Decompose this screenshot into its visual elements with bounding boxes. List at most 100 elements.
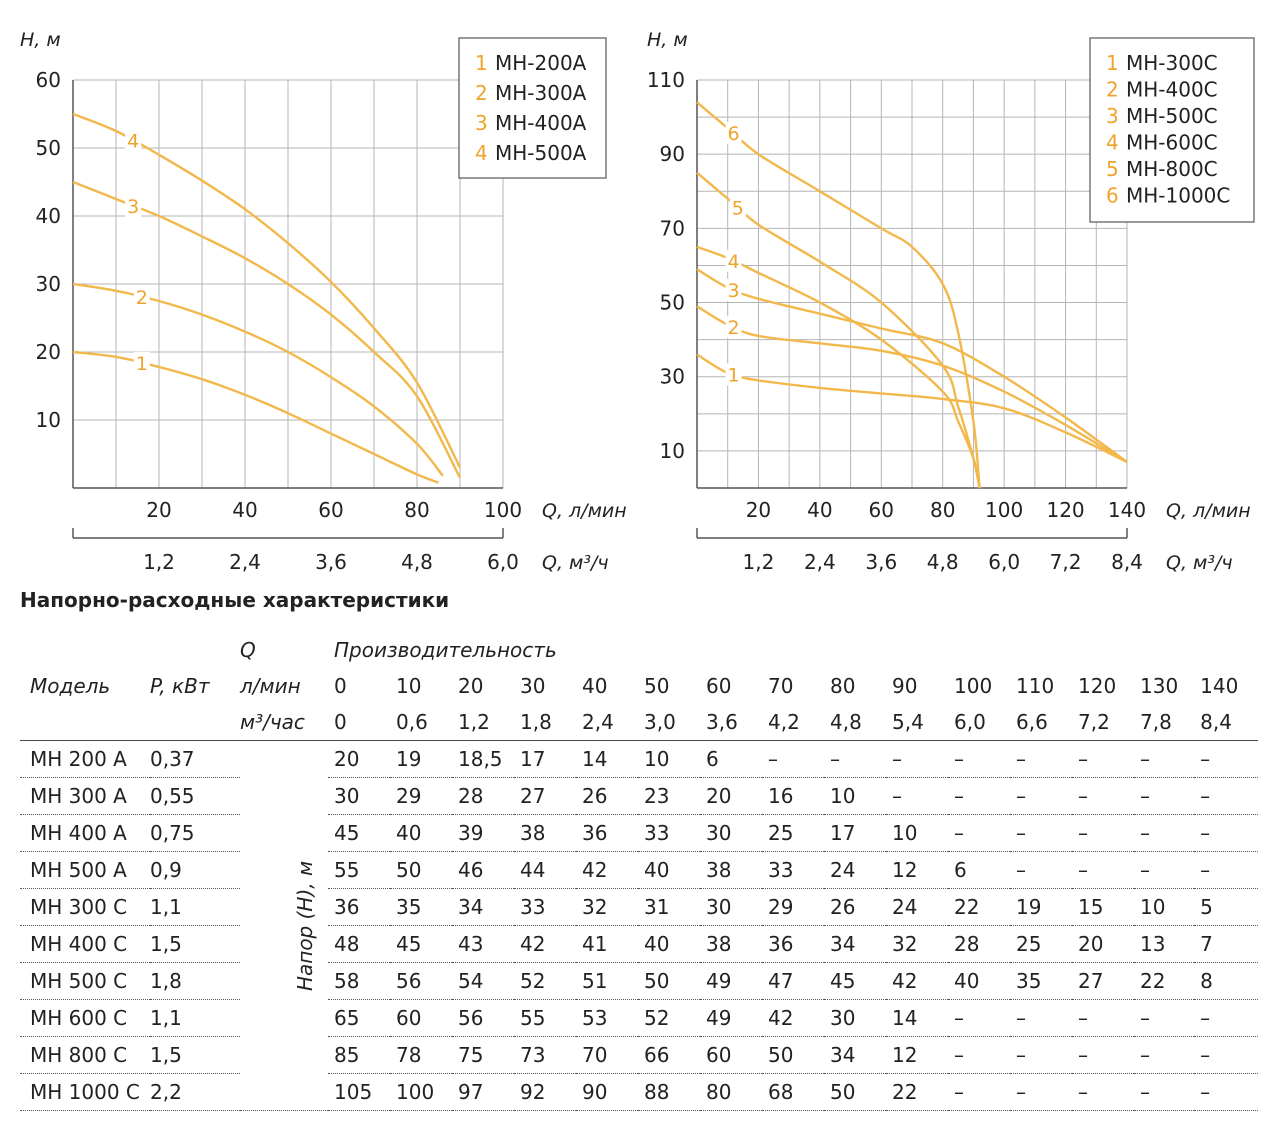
header-m3-value: 1,8	[514, 704, 576, 741]
head-value: –	[824, 740, 886, 778]
head-value: 17	[514, 740, 576, 778]
head-value: 39	[452, 814, 514, 852]
head-value: 26	[824, 888, 886, 926]
curve-4	[72, 112, 462, 469]
y-tick-label: 10	[660, 439, 685, 463]
head-value: –	[1194, 777, 1258, 815]
head-value: 10	[886, 814, 948, 852]
header-power: P, кВт	[150, 632, 240, 741]
curve-label: 1	[728, 364, 740, 386]
head-value: 47	[762, 962, 824, 1000]
x2-tick-label: 1,2	[143, 550, 175, 574]
head-value: 24	[886, 888, 948, 926]
head-value: 100	[390, 1073, 452, 1111]
head-value: 38	[700, 851, 762, 889]
head-value: 36	[576, 814, 638, 852]
header-m3-value: 6,0	[948, 704, 1010, 741]
chart-1: 10 20 30 40 50 60 20 40 60 80 100 1,2 2,4 3,6 4,8 6,0 H,…	[20, 29, 627, 574]
y-tick-label: 50	[36, 136, 61, 160]
legend-number: 2	[1106, 78, 1119, 102]
legend-number: 4	[1106, 131, 1119, 155]
head-value: 33	[638, 814, 700, 852]
x2-tick-label: 2,4	[229, 550, 261, 574]
head-value: –	[1134, 851, 1195, 889]
head-value: 38	[700, 925, 762, 963]
header-lmin-value: 60	[706, 674, 732, 698]
head-value: –	[1194, 1073, 1258, 1111]
head-value: –	[1010, 1036, 1072, 1074]
charts-area: 10 20 30 40 50 60 20 40 60 80 100 1,2 2,4 3,6 4,8 6,0 H,…	[20, 29, 1255, 574]
head-value: 80	[700, 1073, 762, 1111]
power-value: 1,1	[150, 999, 240, 1037]
head-value: 44	[514, 851, 576, 889]
head-value: 34	[824, 925, 886, 963]
head-value: –	[1134, 1073, 1195, 1111]
head-value: 42	[514, 925, 576, 963]
head-value: 66	[638, 1036, 700, 1074]
head-value: 13	[1134, 925, 1195, 963]
curve-label: 3	[127, 196, 139, 218]
power-value: 0,55	[150, 777, 240, 815]
head-value: –	[1072, 1036, 1134, 1074]
head-value: 19	[1010, 888, 1072, 926]
head-value: –	[886, 740, 948, 778]
head-value: 60	[700, 1036, 762, 1074]
header-m3-value: 7,2	[1072, 704, 1134, 741]
header-lmin-value: 10	[396, 674, 422, 698]
head-value: 10	[1134, 888, 1195, 926]
head-value: 43	[452, 925, 514, 963]
head-value: 45	[390, 925, 452, 963]
header-unit-m3: м³/час	[240, 704, 328, 741]
head-value: –	[886, 777, 948, 815]
model-name: МН 300 А	[20, 777, 150, 815]
table-row: МН 400 С 1,5 48 45 43 42 41 40 38 36 34 32 28 25 20 13 7	[20, 925, 1258, 963]
model-name: МН 500 А	[20, 851, 150, 889]
y-axis-label: H, м	[647, 29, 688, 51]
head-value: –	[948, 740, 1010, 778]
curve-label: 2	[136, 287, 148, 309]
head-value: 7	[1194, 925, 1258, 963]
head-value: 14	[886, 999, 948, 1037]
head-value: 88	[638, 1073, 700, 1111]
head-value: 33	[514, 888, 576, 926]
header-lmin-value: 50	[644, 674, 670, 698]
head-value: 23	[638, 777, 700, 815]
x2-axis-label: Q, м³/ч	[1166, 552, 1233, 574]
head-value: 45	[328, 814, 390, 852]
legend-box	[458, 37, 607, 179]
x2-tick-label: 1,2	[743, 550, 775, 574]
header-m3-value: 4,2	[762, 704, 824, 741]
head-value: 45	[824, 962, 886, 1000]
head-value: –	[1194, 740, 1258, 778]
head-value: –	[762, 740, 824, 778]
head-value: 30	[328, 777, 390, 815]
model-name: МН 1000 С	[20, 1073, 150, 1111]
x-tick-label: 60	[318, 498, 343, 522]
head-value: 32	[886, 925, 948, 963]
head-value: –	[948, 777, 1010, 815]
head-value: –	[1194, 1036, 1258, 1074]
grid	[697, 79, 1128, 488]
head-value: 30	[700, 888, 762, 926]
y-tick-label: 30	[660, 365, 685, 389]
head-value: –	[1194, 999, 1258, 1037]
head-value: 40	[390, 814, 452, 852]
power-value: 1,5	[150, 1036, 240, 1074]
head-value: 8	[1194, 962, 1258, 1000]
x-tick-label: 40	[232, 498, 257, 522]
head-value: 90	[576, 1073, 638, 1111]
head-value: 50	[762, 1036, 824, 1074]
y-tick-label: 60	[36, 68, 61, 92]
y-tick-label: 110	[647, 68, 685, 92]
head-value: 54	[452, 962, 514, 1000]
head-value: 28	[948, 925, 1010, 963]
legend-box	[1089, 37, 1255, 223]
x2-tick-label: 7,2	[1050, 550, 1082, 574]
y-tick-label: 90	[660, 142, 685, 166]
head-value: 92	[514, 1073, 576, 1111]
header-row: м³/час 0 0,6 1,2 1,8 2,4 3,0 3,6 4,2 4,8 5,4 6,0 6,6…	[20, 704, 1258, 741]
legend-entry: МН-500А	[495, 141, 587, 165]
curve-label-bg	[725, 315, 742, 338]
table-row: МН 500 С 1,8 58 56 54 52 51 50 49 47 45 42 40 35 27 22 8	[20, 962, 1258, 1000]
head-value: –	[1072, 777, 1134, 815]
